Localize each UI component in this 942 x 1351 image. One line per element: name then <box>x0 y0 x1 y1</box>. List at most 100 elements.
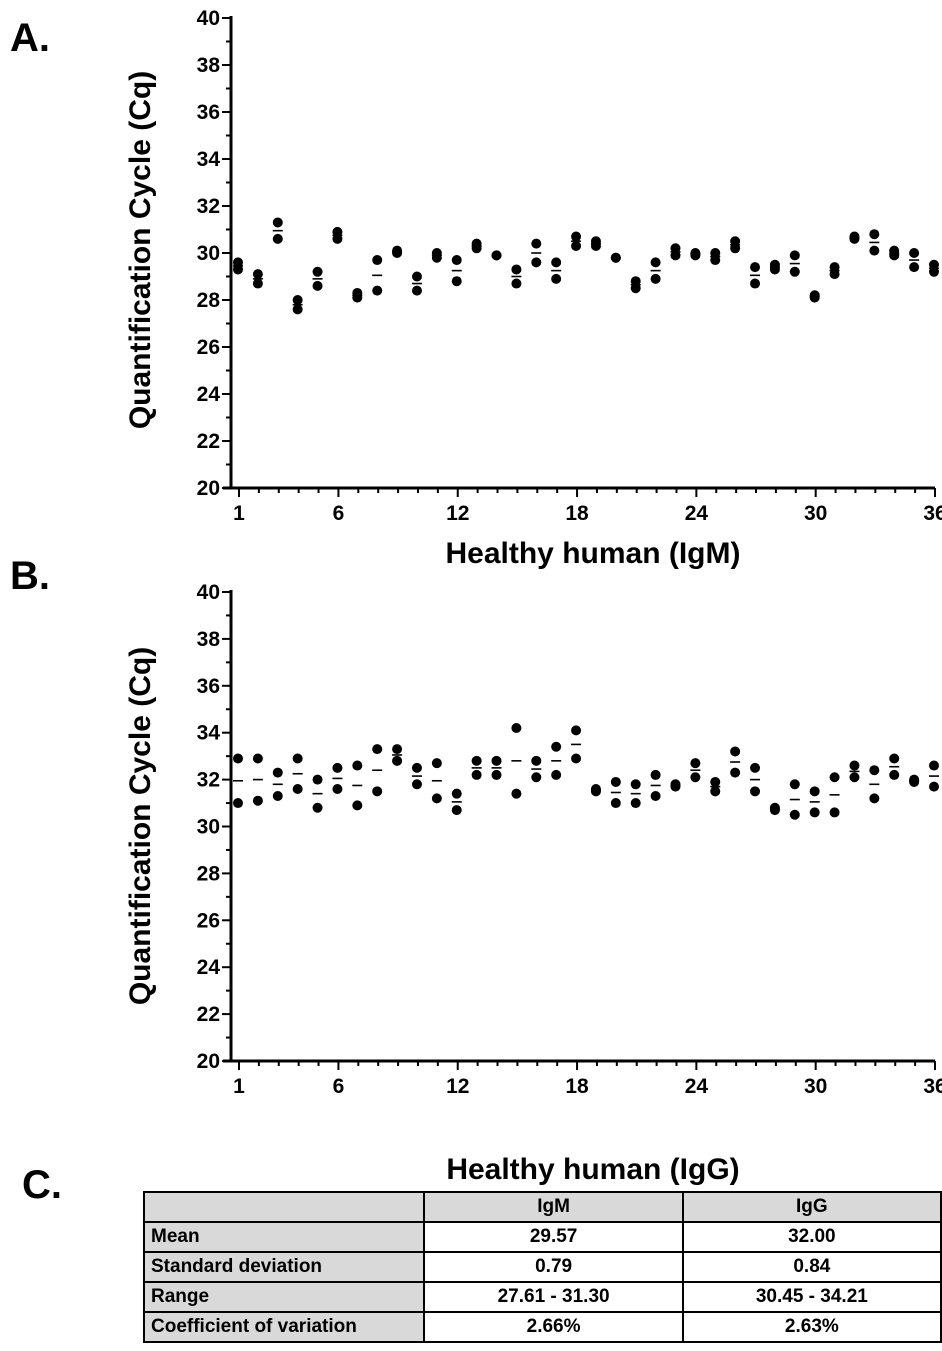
chart-b-data-point <box>471 769 482 780</box>
cell-range-igm: 27.61 - 31.30 <box>423 1281 684 1313</box>
chart-b-data-point <box>431 758 442 769</box>
chart-a-data-point <box>312 280 323 291</box>
chart-a-data-point <box>590 236 601 247</box>
chart-a-data-point <box>551 273 562 284</box>
chart-b-data-point <box>372 744 383 755</box>
chart-a-data-point <box>252 278 263 289</box>
chart-b-data-point <box>332 762 343 773</box>
panel-c-letter: C. <box>22 1163 62 1207</box>
chart-b-data-point <box>710 786 721 797</box>
panel-a-letter: A. <box>10 16 50 60</box>
chart-b-data-point <box>730 746 741 757</box>
chart-b-data-point <box>571 725 582 736</box>
chart-b-data-point <box>690 772 701 783</box>
chart-a-data-point <box>571 231 582 242</box>
chart-b-data-point <box>471 755 482 766</box>
chart-a-y-tick-label: 36 <box>197 101 220 124</box>
chart-b-data-point <box>252 795 263 806</box>
chart-a-data-point <box>789 266 800 277</box>
chart-a-x-tick-label: 12 <box>446 502 469 525</box>
chart-a-data-point <box>411 271 422 282</box>
chart-b-data-point <box>670 779 681 790</box>
chart-a-data-point <box>272 233 283 244</box>
summary-table: IgM IgG Mean 29.57 32.00 Standard deviat… <box>142 1191 942 1343</box>
chart-b-data-point <box>392 755 403 766</box>
chart-a-y-tick-label: 28 <box>197 289 221 312</box>
chart-b-data-point <box>431 793 442 804</box>
chart-a-data-point <box>451 276 462 287</box>
chart-a-data-point <box>332 226 343 237</box>
chart-a-x-tick-label: 1 <box>233 502 245 525</box>
chart-b-data-point <box>233 798 243 809</box>
chart-b-x-tick-label: 1 <box>233 1075 245 1098</box>
chart-b-data-point <box>809 786 820 797</box>
chart-b-data-point <box>909 774 920 785</box>
chart-b-data-point <box>610 798 621 809</box>
chart-a-data-point <box>272 217 283 228</box>
chart-b-data-point <box>392 744 403 755</box>
chart-b-y-axis-label: Quantification Cycle (Cq) <box>124 647 157 1005</box>
table-row: Coefficient of variation 2.66% 2.63% <box>142 1311 942 1343</box>
chart-b-data-point <box>829 807 840 818</box>
chart-b-data-point <box>650 769 661 780</box>
chart-b-data-point <box>411 762 422 773</box>
cell-cv-igm: 2.66% <box>423 1311 684 1343</box>
chart-b-x-tick-label: 12 <box>446 1075 469 1098</box>
chart-a-data-point <box>233 257 243 268</box>
chart-a-data-point <box>929 266 939 277</box>
row-label-cv: Coefficient of variation <box>142 1311 426 1343</box>
chart-a-y-tick-label: 32 <box>197 195 220 218</box>
chart-b-data-point <box>789 809 800 820</box>
table-row: Range 27.61 - 31.30 30.45 - 34.21 <box>142 1281 942 1313</box>
chart-b-data-point <box>551 741 562 752</box>
chart-a-data-point <box>730 236 741 247</box>
chart-b-y-tick-label: 24 <box>197 956 221 979</box>
chart-a-y-tick-label: 24 <box>197 383 221 406</box>
chart-a-data-point <box>869 245 880 256</box>
chart-a-data-point <box>292 304 303 315</box>
row-label-mean: Mean <box>142 1221 426 1253</box>
chart-b-data-point <box>630 779 641 790</box>
chart-a-data-point <box>869 229 880 240</box>
chart-b-data-point <box>272 791 283 802</box>
chart-b-data-point <box>929 760 939 771</box>
table-header-row: IgM IgG <box>142 1191 942 1223</box>
chart-a-x-tick-label: 24 <box>685 502 709 525</box>
chart-b-x-tick-label: 30 <box>804 1075 827 1098</box>
chart-b-data-point <box>312 802 323 813</box>
chart-b-data-point <box>511 723 522 734</box>
chart-a-data-point <box>610 252 621 263</box>
chart-a-data-point <box>292 295 303 305</box>
chart-b-y-tick-label: 26 <box>197 909 220 932</box>
chart-b-data-point <box>889 753 900 764</box>
chart-a-data-point <box>909 262 920 273</box>
table-row: Mean 29.57 32.00 <box>142 1221 942 1253</box>
chart-b-data-point <box>233 753 243 764</box>
row-label-range: Range <box>142 1281 426 1313</box>
chart-a-y-tick-label: 26 <box>197 336 220 359</box>
chart-b-data-point <box>849 760 860 771</box>
chart-a-data-point <box>392 245 403 256</box>
table-header-igm: IgM <box>423 1191 684 1223</box>
chart-b-data-point <box>252 753 263 764</box>
chart-a-y-tick-label: 22 <box>197 430 220 453</box>
chart-a-data-point <box>511 278 522 289</box>
chart-a-data-point <box>233 264 243 275</box>
chart-b-y-tick-label: 32 <box>197 769 220 792</box>
chart-b-x-axis-label: Healthy human (IgG) <box>446 1153 739 1186</box>
chart-b-data-point <box>531 772 542 783</box>
chart-b-y-tick-label: 34 <box>197 722 221 745</box>
chart-a-data-point <box>372 255 383 266</box>
chart-b-y-tick-label: 40 <box>197 581 220 604</box>
chart-a-data-point <box>789 250 800 261</box>
chart-b-data-point <box>769 802 780 813</box>
summary-table-wrap: IgM IgG Mean 29.57 32.00 Standard deviat… <box>142 1191 942 1343</box>
chart-a-data-point <box>750 262 761 273</box>
chart-a-y-tick-label: 34 <box>197 148 221 171</box>
chart-a-x-tick-label: 30 <box>804 502 827 525</box>
chart-a-x-axis-label: Healthy human (IgM) <box>445 537 740 570</box>
chart-b-data-point <box>312 774 323 785</box>
chart-a-data-point <box>312 266 323 277</box>
chart-a-data-point <box>630 283 641 294</box>
chart-a-data-point <box>730 243 741 254</box>
